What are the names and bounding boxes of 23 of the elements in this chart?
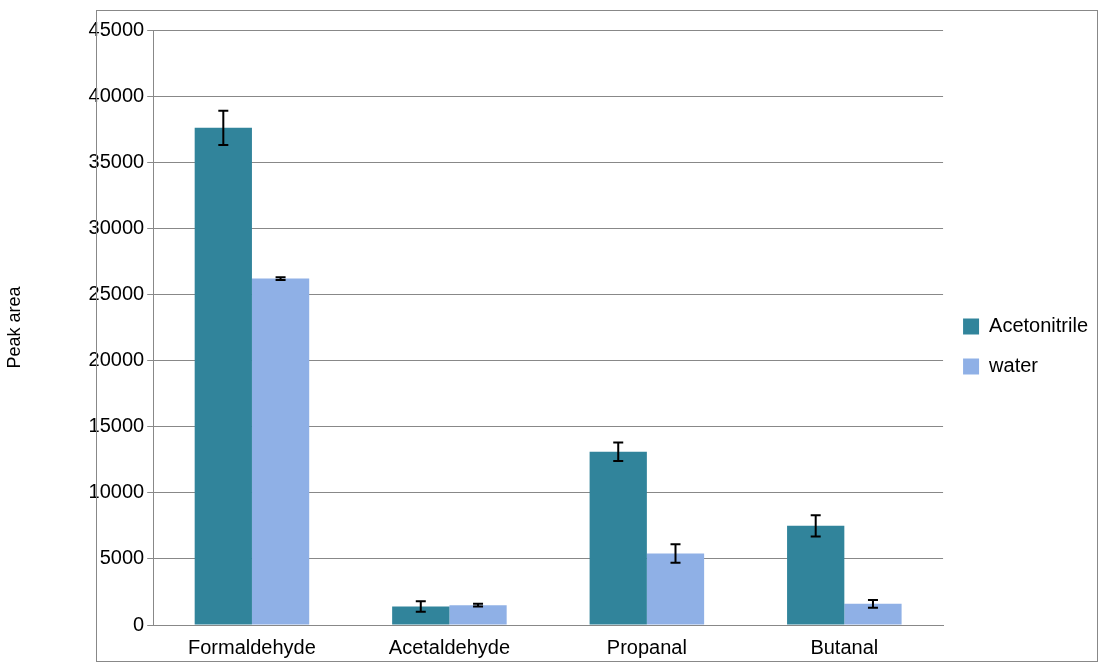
y-tick-label: 15000 — [88, 414, 145, 437]
bar — [787, 525, 845, 625]
bar — [844, 603, 902, 625]
bar — [251, 278, 310, 625]
x-tick-label: Propanal — [606, 635, 687, 658]
y-axis-title: Peak area — [3, 285, 24, 369]
y-tick-label: 5000 — [99, 546, 145, 569]
legend-label: water — [988, 354, 1039, 377]
y-tick-label: 0 — [133, 612, 145, 635]
bar — [589, 451, 647, 625]
y-tick-label: 35000 — [88, 149, 145, 172]
bar — [392, 606, 450, 625]
x-tick-label: Formaldehyde — [188, 635, 316, 658]
x-tick-label: Acetaldehyde — [388, 635, 511, 658]
x-tick-label: Butanal — [810, 635, 879, 658]
bar — [449, 605, 507, 625]
y-tick-label: 30000 — [88, 215, 145, 238]
bar — [646, 553, 705, 625]
y-tick-label: 20000 — [88, 348, 145, 371]
y-tick-label: 10000 — [88, 480, 145, 503]
bar — [194, 127, 252, 625]
legend-label: Acetonitrile — [989, 314, 1088, 337]
y-tick-label: 25000 — [88, 281, 145, 304]
